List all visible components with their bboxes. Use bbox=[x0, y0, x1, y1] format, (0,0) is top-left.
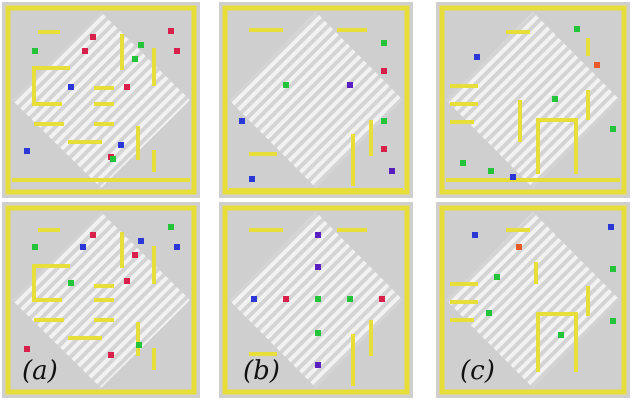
red-cube bbox=[90, 34, 96, 40]
red-cube bbox=[379, 296, 385, 302]
red-cube bbox=[124, 84, 130, 90]
arena-wall bbox=[5, 5, 197, 195]
green-cube bbox=[494, 274, 500, 280]
blue-cube bbox=[474, 54, 480, 60]
blue-cube bbox=[608, 224, 614, 230]
green-cube bbox=[610, 126, 616, 132]
cube-markers bbox=[239, 40, 395, 182]
green-cube bbox=[138, 42, 144, 48]
cube-markers bbox=[251, 232, 385, 368]
red-cube bbox=[283, 296, 289, 302]
blue-cube bbox=[138, 238, 144, 244]
panel-c-bottom bbox=[436, 202, 630, 398]
purple-cube bbox=[315, 362, 321, 368]
green-cube bbox=[381, 118, 387, 124]
green-cube bbox=[315, 330, 321, 336]
red-cube bbox=[174, 48, 180, 54]
obstacle-walls bbox=[446, 30, 620, 182]
cube-markers bbox=[472, 224, 616, 338]
green-cube bbox=[168, 224, 174, 230]
purple-cube bbox=[315, 232, 321, 238]
cube-markers bbox=[24, 224, 180, 358]
arena-wall bbox=[222, 205, 410, 395]
green-cube bbox=[486, 310, 492, 316]
green-cube bbox=[552, 96, 558, 102]
arena-wall bbox=[5, 205, 197, 395]
blue-cube bbox=[118, 142, 124, 148]
obstacle-walls bbox=[450, 228, 590, 372]
red-cube bbox=[124, 278, 130, 284]
panel-c-top bbox=[436, 2, 630, 198]
panel-a-top bbox=[2, 2, 200, 198]
green-cube bbox=[381, 40, 387, 46]
obstacle-walls bbox=[229, 28, 403, 192]
red-cube bbox=[168, 28, 174, 34]
green-cube bbox=[610, 266, 616, 272]
green-cube bbox=[347, 296, 353, 302]
red-cube bbox=[90, 232, 96, 238]
green-cube bbox=[488, 168, 494, 174]
red-cube bbox=[381, 68, 387, 74]
red-cube bbox=[24, 346, 30, 352]
green-cube bbox=[283, 82, 289, 88]
red-cube bbox=[381, 146, 387, 152]
blue-cube bbox=[68, 84, 74, 90]
blue-cube bbox=[24, 148, 30, 154]
subfigure-label-c: (c) bbox=[460, 356, 495, 386]
purple-cube bbox=[315, 264, 321, 270]
obstacle-walls bbox=[12, 30, 190, 182]
blue-cube bbox=[472, 232, 478, 238]
green-cube bbox=[32, 48, 38, 54]
blue-cube bbox=[251, 296, 257, 302]
orange-cube bbox=[516, 244, 522, 250]
purple-cube bbox=[389, 168, 395, 174]
obstacle-walls bbox=[32, 228, 156, 370]
red-cube bbox=[132, 252, 138, 258]
arena-wall bbox=[439, 5, 627, 195]
green-cube bbox=[315, 296, 321, 302]
green-cube bbox=[132, 56, 138, 62]
purple-cube bbox=[347, 82, 353, 88]
green-cube bbox=[32, 244, 38, 250]
blue-cube bbox=[510, 174, 516, 180]
cube-markers bbox=[24, 28, 180, 162]
green-cube bbox=[460, 160, 466, 166]
green-cube bbox=[136, 342, 142, 348]
blue-cube bbox=[249, 176, 255, 182]
blue-cube bbox=[239, 118, 245, 124]
subfigure-label-b: (b) bbox=[243, 356, 280, 386]
cube-markers bbox=[460, 26, 616, 180]
green-cube bbox=[574, 26, 580, 32]
red-cube bbox=[82, 48, 88, 54]
green-cube bbox=[558, 332, 564, 338]
panel-a-bottom bbox=[2, 202, 200, 398]
subfigure-label-a: (a) bbox=[22, 356, 58, 386]
panel-b-top bbox=[219, 2, 413, 198]
panel-b-bottom bbox=[219, 202, 413, 398]
orange-cube bbox=[594, 62, 600, 68]
arena-wall bbox=[439, 205, 627, 395]
obstacle-walls bbox=[249, 228, 373, 386]
blue-cube bbox=[174, 244, 180, 250]
green-cube bbox=[610, 318, 616, 324]
green-cube bbox=[110, 156, 116, 162]
blue-cube bbox=[80, 244, 86, 250]
red-cube bbox=[108, 352, 114, 358]
green-cube bbox=[68, 280, 74, 286]
